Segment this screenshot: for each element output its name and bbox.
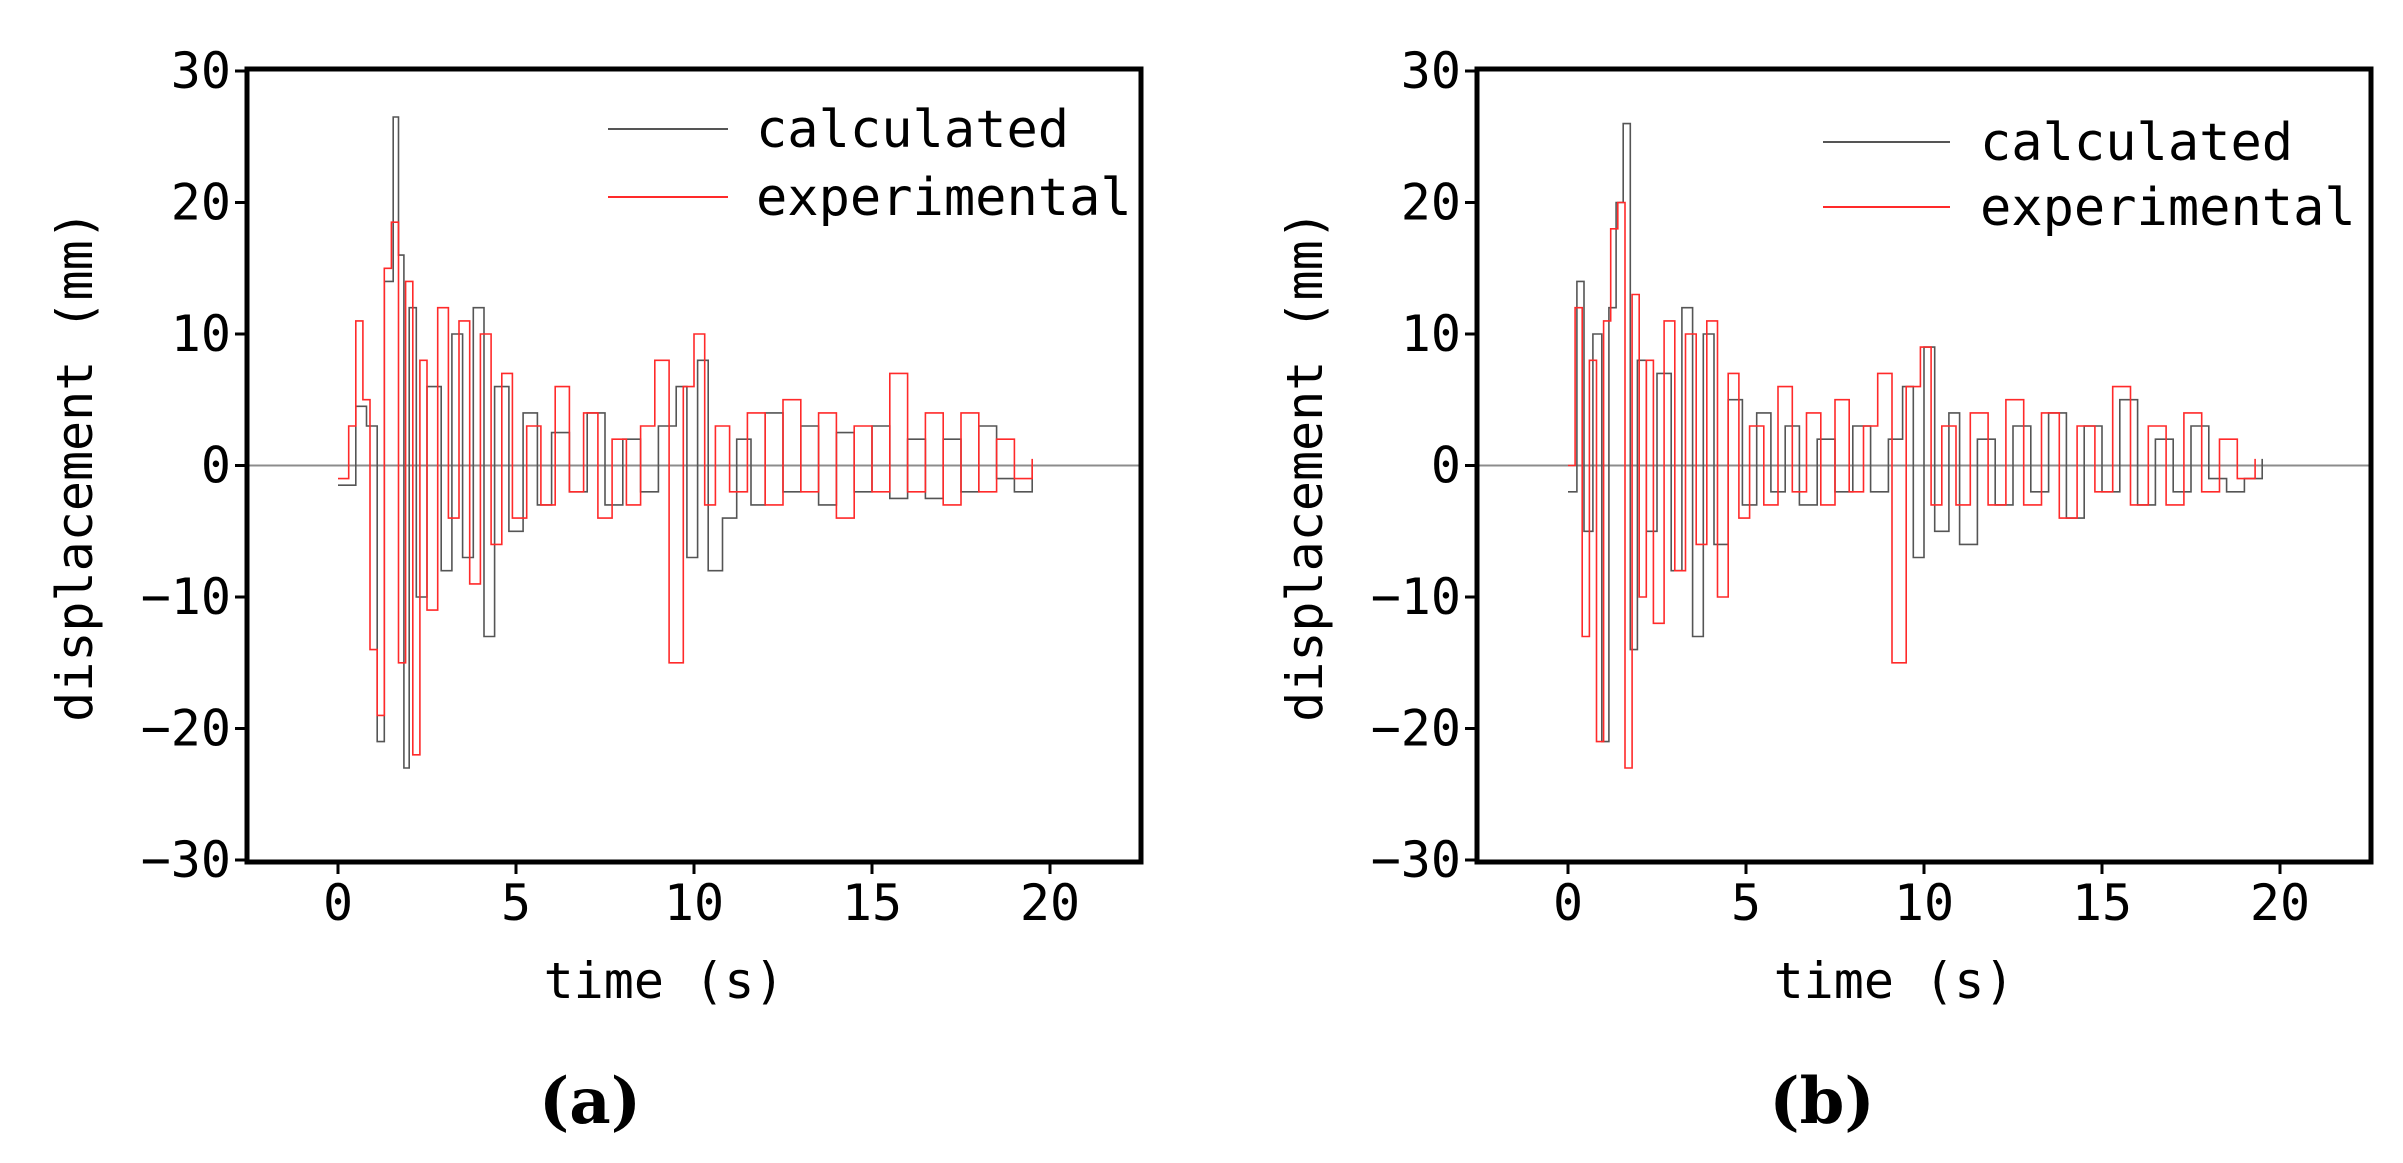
x-tick-label: 20 (1020, 874, 1080, 932)
x-tick-label: 10 (1894, 874, 1954, 932)
x-tick-label: 0 (1553, 874, 1583, 932)
series-layer (1479, 122, 2369, 769)
y-tick-label: 30 (171, 42, 231, 100)
y-tick-label: −30 (141, 831, 231, 889)
x-tick-label: 0 (323, 874, 353, 932)
y-axis-title: displacement (mm) (46, 210, 104, 722)
y-tick-label: −20 (1371, 700, 1461, 758)
x-tick-label: 10 (664, 874, 724, 932)
y-tick-label: −30 (1371, 831, 1461, 889)
axis-ticks: 0 5 10 15 20 30 20 10 0 −10 −20 −30 (141, 42, 1080, 932)
axis-ticks: 0 5 10 15 20 30 20 10 0 −10 −20 −30 (1371, 42, 2310, 932)
x-tick-label: 5 (1731, 874, 1761, 932)
series-layer (249, 116, 1139, 769)
legend-label-experimental: experimental (756, 168, 1132, 228)
y-tick-label: 0 (201, 437, 231, 495)
y-tick-label: −10 (1371, 568, 1461, 626)
series-line-experimental (338, 221, 1033, 756)
x-axis-title: time (s) (544, 952, 785, 1010)
series-line-calculated (1568, 122, 2263, 743)
y-tick-label: 10 (1401, 305, 1461, 363)
y-tick-label: −20 (141, 700, 231, 758)
panel-label-a: (a) (539, 1064, 641, 1139)
chart-panel-b: 0 5 10 15 20 30 20 10 0 −10 −20 −30 displacement (m… (1276, 42, 2374, 1139)
legend-label-calculated: calculated (756, 100, 1069, 160)
legend-label-calculated: calculated (1980, 113, 2293, 173)
y-tick-label: 30 (1401, 42, 1461, 100)
x-tick-label: 15 (2072, 874, 2132, 932)
x-tick-label: 5 (501, 874, 531, 932)
chart-panel-a: 0 5 10 15 20 30 20 10 0 −10 −20 −30 displacement (m… (46, 42, 1144, 1139)
y-tick-label: 20 (1401, 174, 1461, 232)
y-tick-label: 20 (171, 174, 231, 232)
series-line-experimental (1568, 201, 2256, 769)
y-tick-label: −10 (141, 568, 231, 626)
panel-label-b: (b) (1769, 1064, 1874, 1139)
y-axis-title: displacement (mm) (1276, 210, 1334, 722)
x-tick-label: 15 (842, 874, 902, 932)
legend-label-experimental: experimental (1980, 178, 2356, 238)
legend: calculated experimental (1823, 113, 2356, 238)
legend: calculated experimental (608, 100, 1132, 228)
x-axis-title: time (s) (1774, 952, 2015, 1010)
y-tick-label: 0 (1431, 437, 1461, 495)
y-tick-label: 10 (171, 305, 231, 363)
x-tick-label: 20 (2250, 874, 2310, 932)
